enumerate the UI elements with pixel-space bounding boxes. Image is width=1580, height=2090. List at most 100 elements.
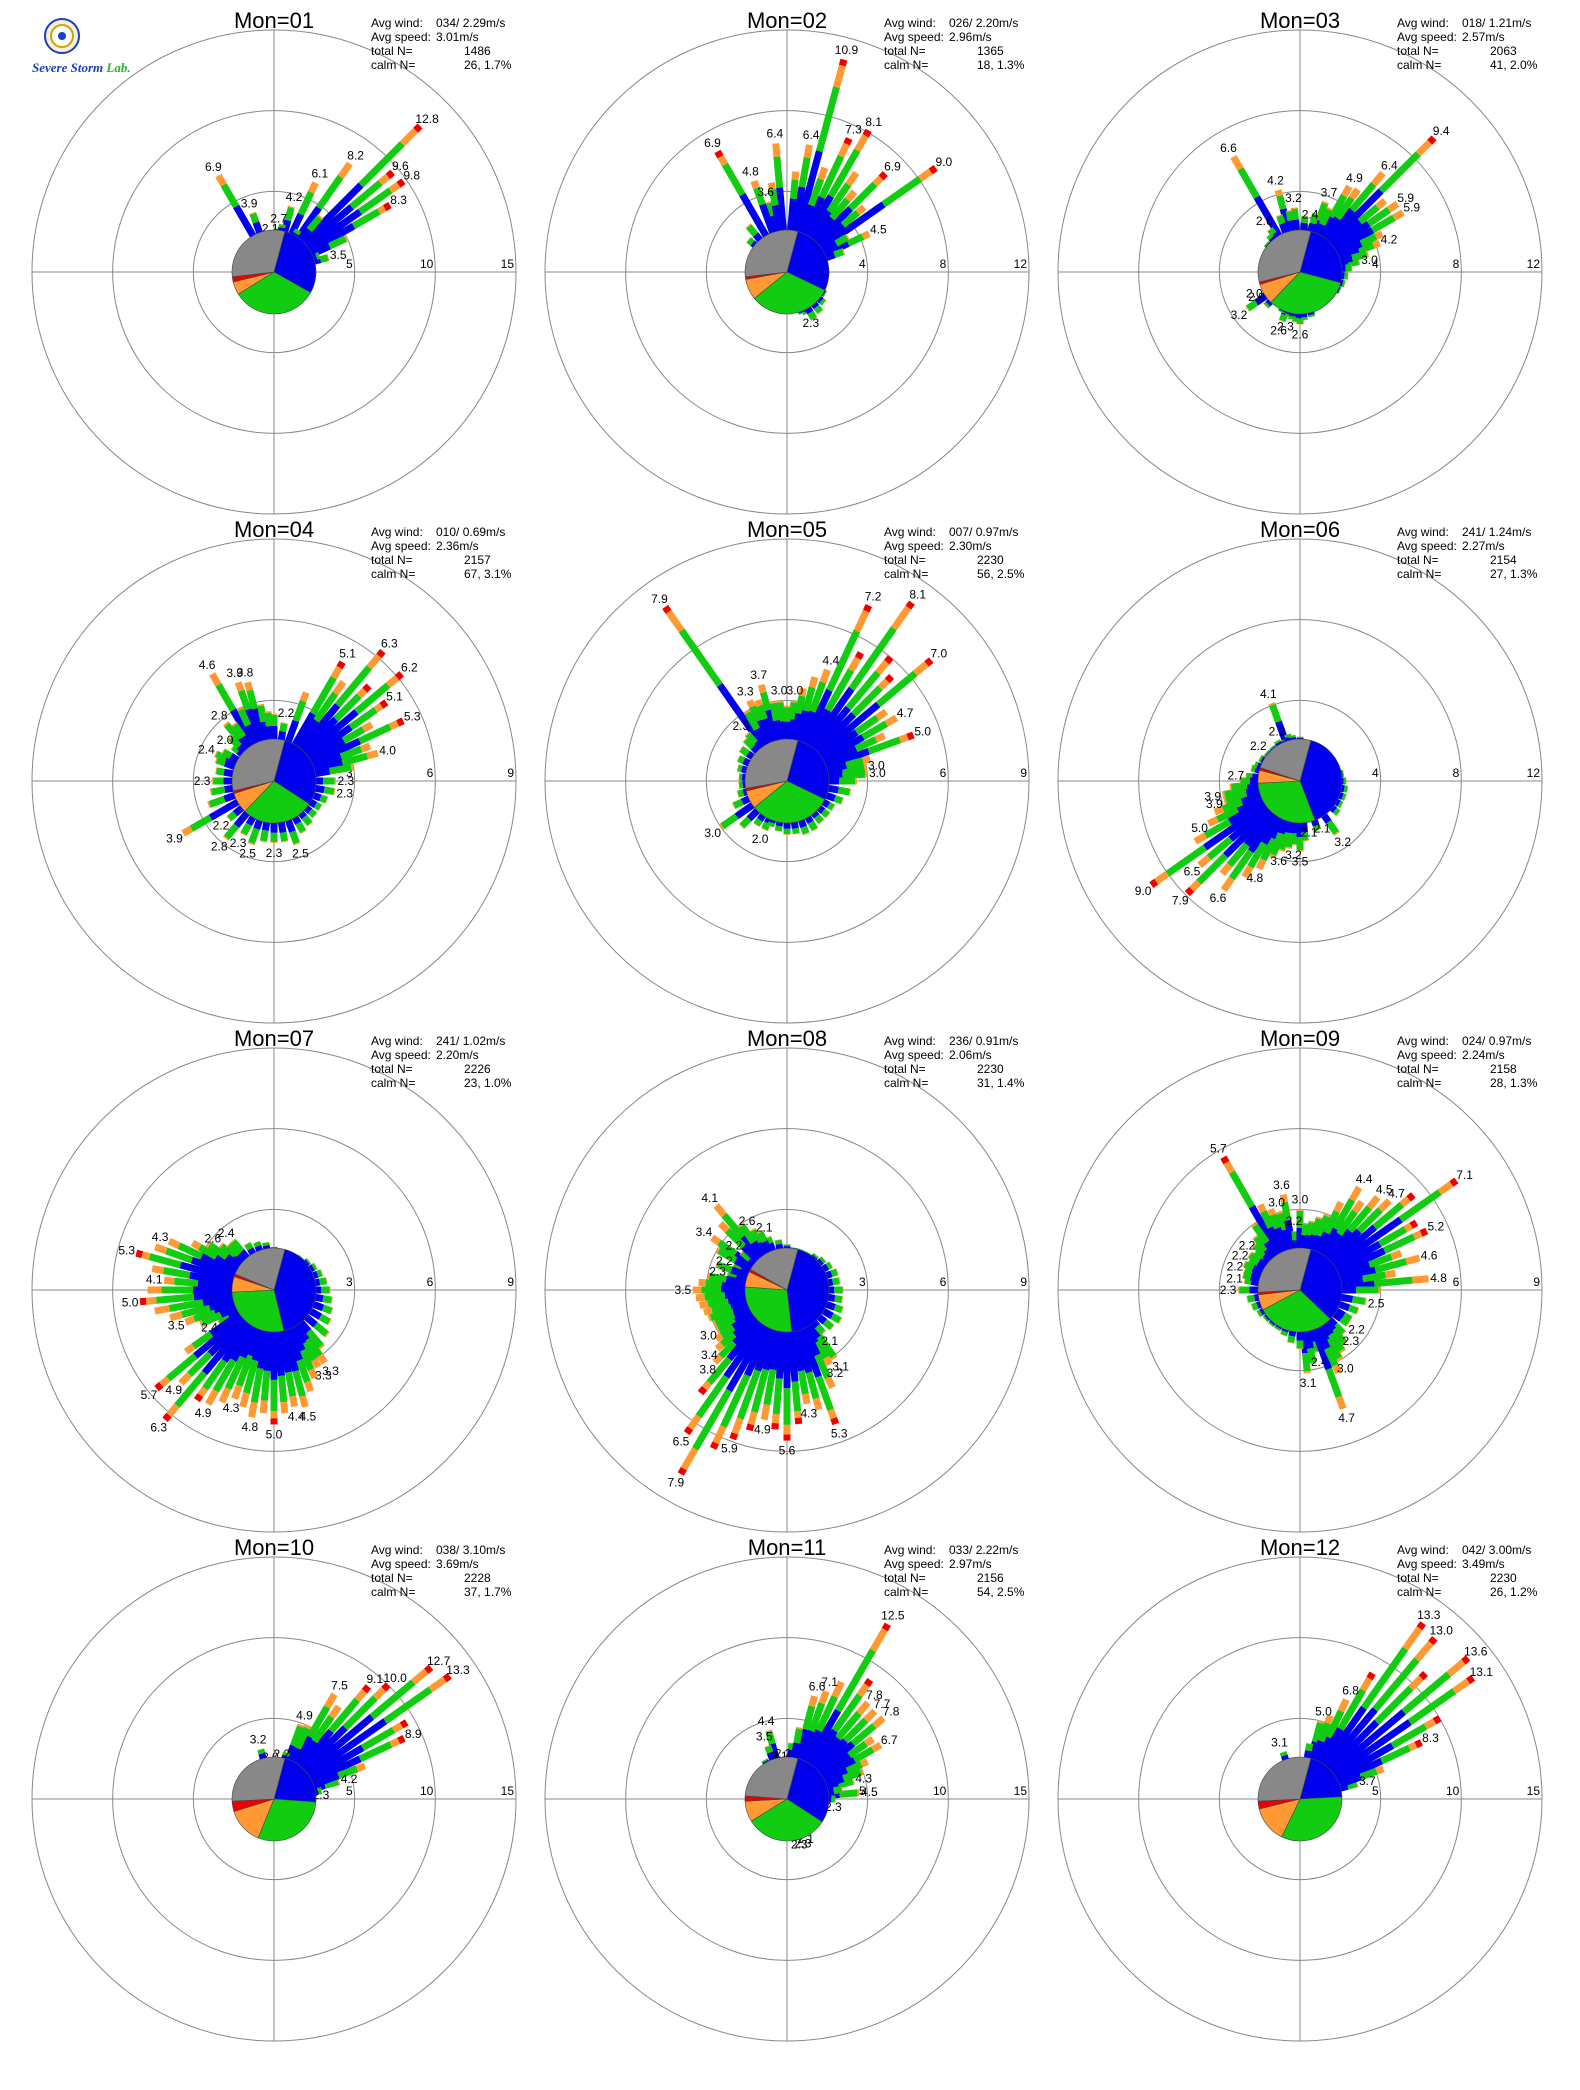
- rose-bar: [1311, 1739, 1325, 1761]
- rose-bar: [306, 724, 353, 760]
- rose-bar: [308, 737, 346, 764]
- rose-bar: [1328, 1332, 1345, 1353]
- rose-bar: [794, 1728, 810, 1760]
- stat-value: 007/ 0.97m/s: [949, 525, 1018, 539]
- rose-bar: [288, 1326, 306, 1353]
- rose-bar: [740, 1243, 760, 1263]
- rose-bar: [845, 757, 864, 769]
- bar-value-label: 3.5: [675, 1283, 692, 1297]
- rose-bar: [219, 1304, 238, 1318]
- bar-value-label: 7.5: [331, 1679, 348, 1693]
- rose-bar: [358, 187, 393, 215]
- rose-bar: [301, 182, 364, 245]
- rose-bar: [220, 183, 240, 209]
- calm-pie-slice: [1257, 1756, 1312, 1802]
- bar-value-label: 5.0: [122, 1296, 139, 1310]
- stat-value: 2063: [1490, 44, 1517, 58]
- rose-bar: [1357, 241, 1375, 254]
- rose-bar: [1290, 208, 1299, 220]
- rose-bar: [201, 1311, 223, 1327]
- rose-bar: [313, 1322, 329, 1337]
- bar-value-label: 7.1: [821, 1675, 838, 1689]
- rose-bar: [1245, 788, 1261, 799]
- stat-value: 2156: [977, 1571, 1004, 1585]
- rose-bar: [769, 702, 780, 722]
- rose-bar: [230, 1324, 257, 1362]
- bar-value-label: 7.2: [865, 589, 882, 603]
- stat-label: total N=: [884, 553, 926, 567]
- rose-bar: [253, 819, 263, 831]
- rose-bar: [716, 1261, 733, 1274]
- rose-bar: [829, 197, 851, 221]
- bar-value-label: 2.1: [1226, 1271, 1243, 1285]
- bar-value-label: 2.1: [1301, 826, 1318, 840]
- rose-bar: [794, 1417, 803, 1425]
- ring-label: 9: [507, 1275, 514, 1289]
- rose-bar: [230, 708, 257, 747]
- rose-bar: [277, 1330, 292, 1373]
- bar-value-label: 4.7: [897, 706, 914, 720]
- calm-pie-slice: [273, 1249, 317, 1332]
- rose-bar: [739, 746, 750, 757]
- rose-bar: [184, 1315, 196, 1326]
- rose-bar: [842, 770, 866, 780]
- rose-bar: [738, 823, 745, 830]
- bar-value-label: 8.9: [405, 1727, 422, 1741]
- rose-bar: [764, 1745, 774, 1754]
- bar-value-label: 6.4: [767, 126, 784, 140]
- rose-bar: [814, 1323, 826, 1335]
- stat-value: 1486: [464, 44, 491, 58]
- rose-bar: [1303, 226, 1312, 232]
- rose-bar: [1276, 214, 1286, 225]
- bar-value-label: 3.0: [787, 684, 804, 698]
- rose-bar: [1193, 832, 1208, 845]
- rose-bar: [306, 208, 363, 251]
- rose-panel-6: 4 8 129.06.57.9 6.64.83.63.23.52.12.13.25.0…: [1057, 517, 1543, 1024]
- stat-value: 2.57m/s: [1462, 30, 1505, 44]
- rose-bar: [322, 1295, 333, 1304]
- rose-bar: [819, 201, 886, 251]
- stat-value: 2230: [977, 553, 1004, 567]
- rose-bar: [815, 1695, 838, 1733]
- ring-label: 12: [1014, 257, 1028, 271]
- rose-bar: [787, 719, 796, 740]
- rose-bar: [750, 744, 760, 754]
- rose-bar: [750, 179, 760, 190]
- rose-bar: [1291, 219, 1300, 231]
- rose-bar: [819, 1256, 827, 1264]
- calm-pie-slice: [786, 740, 830, 800]
- rose-bar: [281, 1329, 300, 1372]
- rose-panel-11: 5 10 15 12.5 7.16.6 7.87.77.8 6.7 4.34.5 2.3 4.4 3…: [544, 1535, 1030, 2042]
- rose-bar: [291, 711, 316, 747]
- rose-bar: [1374, 1276, 1413, 1287]
- rose-bar: [1323, 1213, 1331, 1218]
- rose-bar: [221, 1322, 253, 1363]
- rose-bar: [251, 1329, 267, 1362]
- bar-value-label: 2.6: [1270, 324, 1287, 338]
- rose-bar: [1356, 1207, 1383, 1234]
- stat-label: Avg speed:: [884, 539, 944, 553]
- rose-bar: [798, 687, 807, 697]
- rose-bar: [1276, 194, 1287, 210]
- rose-bar: [839, 1789, 858, 1798]
- rose-bar: [833, 248, 845, 258]
- rose-bar: [208, 795, 226, 808]
- calm-pie-slice: [786, 1249, 830, 1333]
- rose-bar: [798, 1729, 816, 1761]
- rose-bar: [396, 717, 405, 727]
- rose-bar: [1308, 313, 1316, 318]
- rose-bar: [1311, 1234, 1323, 1252]
- panel-title: Mon=02: [747, 8, 827, 33]
- rose-bar: [906, 731, 915, 741]
- bar-value-label: 2.7: [270, 212, 287, 226]
- rose-bar: [752, 232, 763, 243]
- rose-bar: [1337, 800, 1344, 809]
- rose-bar: [1324, 207, 1355, 243]
- rose-bar: [315, 252, 321, 260]
- rose-bar: [139, 1297, 147, 1306]
- rose-bar: [808, 676, 819, 689]
- rose-bar: [312, 253, 318, 261]
- rose-bar: [308, 181, 319, 194]
- rose-bar: [712, 1353, 724, 1365]
- calm-pie-slice: [1270, 271, 1341, 315]
